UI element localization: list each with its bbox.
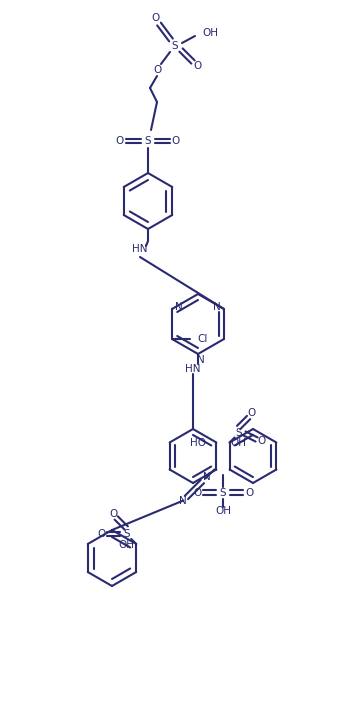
- Text: S: S: [235, 429, 242, 438]
- Text: HN: HN: [132, 244, 148, 254]
- Text: O: O: [193, 488, 201, 498]
- Text: OH: OH: [118, 540, 134, 550]
- Text: O: O: [151, 13, 159, 23]
- Text: OH: OH: [202, 28, 218, 38]
- Text: O: O: [97, 529, 105, 539]
- Text: N: N: [197, 355, 205, 365]
- Text: O: O: [245, 488, 253, 498]
- Text: OH: OH: [231, 438, 247, 448]
- Text: O: O: [172, 136, 180, 146]
- Text: N: N: [202, 472, 210, 482]
- Text: O: O: [153, 65, 161, 75]
- Text: S: S: [172, 41, 178, 51]
- Text: S: S: [145, 136, 151, 146]
- Text: O: O: [258, 436, 266, 446]
- Text: O: O: [116, 136, 124, 146]
- Text: O: O: [193, 61, 201, 71]
- Text: O: O: [248, 409, 256, 419]
- Text: Cl: Cl: [197, 334, 207, 344]
- Text: HN: HN: [185, 364, 201, 374]
- Text: N: N: [175, 302, 183, 312]
- Text: S: S: [220, 488, 226, 498]
- Text: S: S: [123, 529, 130, 539]
- Text: N: N: [213, 302, 221, 312]
- Text: HO: HO: [190, 438, 206, 448]
- Text: N: N: [179, 496, 186, 506]
- Text: O: O: [109, 509, 117, 519]
- Text: OH: OH: [215, 506, 231, 517]
